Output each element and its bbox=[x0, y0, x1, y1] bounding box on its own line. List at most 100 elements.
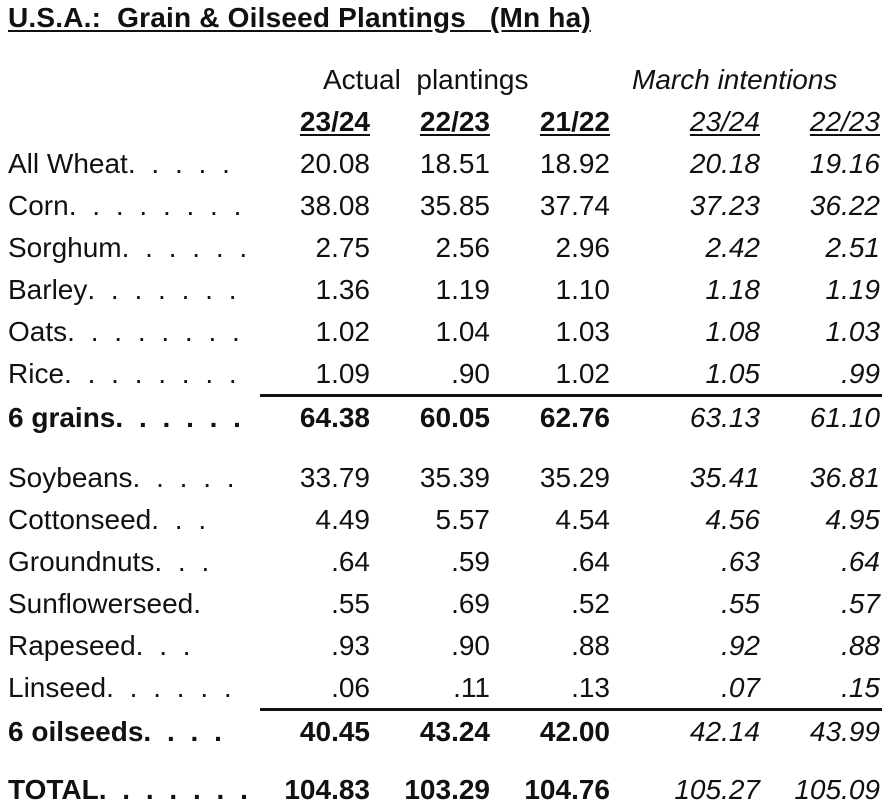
value-cell: 33.79 bbox=[299, 462, 370, 493]
value-cell: 1.03 bbox=[825, 316, 881, 347]
value-cell: 20.08 bbox=[299, 148, 370, 179]
subtotal-divider-grains bbox=[260, 394, 882, 397]
value-cell: .06 bbox=[331, 672, 370, 703]
value-cell: 4.54 bbox=[555, 504, 611, 535]
value-cell: 1.05 bbox=[705, 358, 761, 389]
value-cell: 37.74 bbox=[539, 190, 610, 221]
column-header-intentions-2223: 22/23 bbox=[809, 106, 880, 137]
value-cell: .88 bbox=[571, 630, 610, 661]
value-cell: 4.56 bbox=[705, 504, 761, 535]
row-label: All Wheat. . . . . bbox=[8, 148, 234, 179]
value-cell: .52 bbox=[571, 588, 610, 619]
table-row-6-oilseeds: 6 oilseeds. . . . 40.45 43.24 42.00 42.1… bbox=[0, 712, 887, 752]
value-cell: 2.42 bbox=[705, 232, 761, 263]
value-cell: 1.02 bbox=[555, 358, 611, 389]
value-cell: 104.83 bbox=[284, 774, 370, 805]
value-cell: .13 bbox=[571, 672, 610, 703]
value-cell: .63 bbox=[721, 546, 760, 577]
value-cell: .11 bbox=[453, 672, 490, 703]
value-cell: .55 bbox=[721, 588, 760, 619]
value-cell: .69 bbox=[451, 588, 490, 619]
column-header-actual-2324: 23/24 bbox=[299, 106, 370, 137]
value-cell: .90 bbox=[451, 358, 490, 389]
value-cell: 1.08 bbox=[705, 316, 761, 347]
value-cell: 63.13 bbox=[689, 402, 760, 433]
row-label: Barley. . . . . . . bbox=[8, 274, 241, 305]
value-cell: 35.85 bbox=[419, 190, 490, 221]
value-cell: .59 bbox=[451, 546, 490, 577]
row-label: 6 oilseeds. . . . bbox=[8, 716, 226, 747]
value-cell: 2.56 bbox=[435, 232, 491, 263]
value-cell: 1.19 bbox=[435, 274, 491, 305]
value-cell: 1.03 bbox=[555, 316, 611, 347]
value-cell: 43.99 bbox=[809, 716, 880, 747]
value-cell: 2.51 bbox=[825, 232, 881, 263]
value-cell: 4.95 bbox=[825, 504, 881, 535]
value-cell: 35.41 bbox=[689, 462, 760, 493]
value-cell: 104.76 bbox=[524, 774, 610, 805]
value-cell: 35.29 bbox=[539, 462, 610, 493]
value-cell: .64 bbox=[571, 546, 610, 577]
value-cell: 64.38 bbox=[299, 402, 370, 433]
table-row-oats: Oats. . . . . . . . 1.02 1.04 1.03 1.08 … bbox=[0, 312, 887, 352]
table-row-total: TOTAL. . . . . . . 104.83 103.29 104.76 … bbox=[0, 770, 887, 810]
value-cell: 1.36 bbox=[315, 274, 371, 305]
value-cell: 105.27 bbox=[674, 774, 760, 805]
table-row-all-wheat: All Wheat. . . . . 20.08 18.51 18.92 20.… bbox=[0, 144, 887, 184]
table-row-sunflowerseed: Sunflowerseed. .55 .69 .52 .55 .57 bbox=[0, 584, 887, 624]
table-row-groundnuts: Groundnuts. . . .64 .59 .64 .63 .64 bbox=[0, 542, 887, 582]
row-label: Rapeseed. . . bbox=[8, 630, 195, 661]
value-cell: 103.29 bbox=[404, 774, 490, 805]
table-row-soybeans: Soybeans. . . . . 33.79 35.39 35.29 35.4… bbox=[0, 458, 887, 498]
value-cell: 61.10 bbox=[809, 402, 880, 433]
actual-plantings-header: Actual plantings bbox=[323, 64, 529, 95]
value-cell: .64 bbox=[331, 546, 370, 577]
value-cell: 37.23 bbox=[689, 190, 760, 221]
value-cell: .92 bbox=[721, 630, 760, 661]
value-cell: .07 bbox=[721, 672, 760, 703]
row-label: Sunflowerseed. bbox=[8, 588, 206, 619]
value-cell: 1.18 bbox=[705, 274, 761, 305]
value-cell: .90 bbox=[451, 630, 490, 661]
subtotal-divider-oilseeds bbox=[260, 708, 882, 711]
value-cell: 1.09 bbox=[315, 358, 371, 389]
value-cell: 1.02 bbox=[315, 316, 371, 347]
value-cell: .55 bbox=[331, 588, 370, 619]
march-intentions-header: March intentions bbox=[632, 64, 838, 95]
row-label: Groundnuts. . . bbox=[8, 546, 214, 577]
table-row-barley: Barley. . . . . . . 1.36 1.19 1.10 1.18 … bbox=[0, 270, 887, 310]
table-row-sorghum: Sorghum. . . . . . 2.75 2.56 2.96 2.42 2… bbox=[0, 228, 887, 268]
row-label: Linseed. . . . . . bbox=[8, 672, 236, 703]
value-cell: 42.00 bbox=[539, 716, 610, 747]
value-cell: .64 bbox=[841, 546, 880, 577]
value-cell: 60.05 bbox=[419, 402, 490, 433]
table-title: U.S.A.: Grain & Oilseed Plantings (Mn ha… bbox=[8, 2, 591, 33]
value-cell: 2.96 bbox=[555, 232, 611, 263]
value-cell: 20.18 bbox=[689, 148, 760, 179]
column-header-actual-2223: 22/23 bbox=[419, 106, 490, 137]
value-cell: 1.19 bbox=[825, 274, 881, 305]
value-cell: 2.75 bbox=[315, 232, 371, 263]
row-label: 6 grains. . . . . . bbox=[8, 402, 245, 433]
value-cell: 36.81 bbox=[809, 462, 880, 493]
value-cell: .15 bbox=[841, 672, 880, 703]
table-row-cottonseed: Cottonseed. . . 4.49 5.57 4.54 4.56 4.95 bbox=[0, 500, 887, 540]
value-cell: 1.10 bbox=[555, 274, 611, 305]
value-cell: 105.09 bbox=[794, 774, 880, 805]
value-cell: 4.49 bbox=[315, 504, 371, 535]
value-cell: 36.22 bbox=[809, 190, 880, 221]
column-header-intentions-2324: 23/24 bbox=[689, 106, 760, 137]
value-cell: 1.04 bbox=[435, 316, 491, 347]
row-label: Cottonseed. . . bbox=[8, 504, 211, 535]
value-cell: 18.51 bbox=[419, 148, 490, 179]
value-cell: 62.76 bbox=[539, 402, 610, 433]
table-row-6-grains: 6 grains. . . . . . 64.38 60.05 62.76 63… bbox=[0, 398, 887, 438]
row-label: Rice. . . . . . . . bbox=[8, 358, 241, 389]
value-cell: .88 bbox=[841, 630, 880, 661]
value-cell: 38.08 bbox=[299, 190, 370, 221]
table-row-corn: Corn. . . . . . . . . 38.08 35.85 37.74 … bbox=[0, 186, 887, 226]
value-cell: .93 bbox=[331, 630, 370, 661]
row-label: Sorghum. . . . . . bbox=[8, 232, 252, 263]
value-cell: 42.14 bbox=[689, 716, 760, 747]
row-label: TOTAL. . . . . . . bbox=[8, 774, 252, 805]
